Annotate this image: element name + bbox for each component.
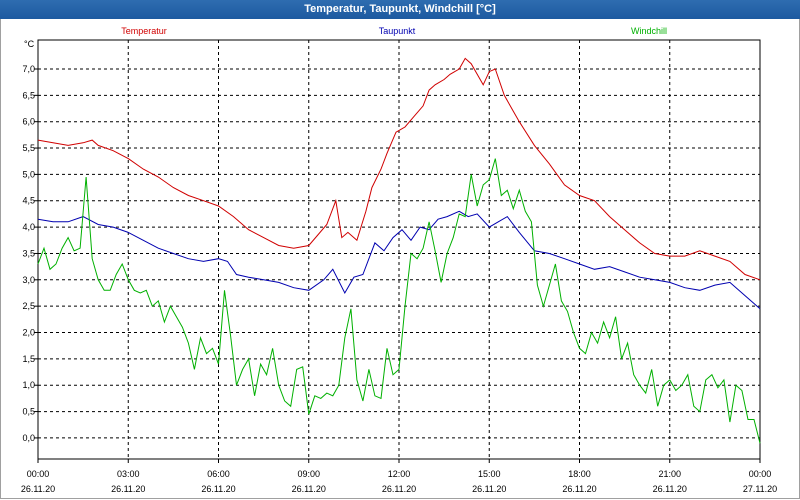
y-tick-label: 1,0 bbox=[22, 380, 35, 390]
y-tick-label: 0,0 bbox=[22, 433, 35, 443]
y-axis-unit-label: °C bbox=[24, 39, 35, 49]
x-tick-time: 18:00 bbox=[568, 469, 591, 479]
legend-windchill: Windchill bbox=[631, 26, 667, 36]
x-tick-time: 03:00 bbox=[117, 469, 140, 479]
legend-taupunkt: Taupunkt bbox=[379, 26, 416, 36]
x-tick-date: 26.11.20 bbox=[201, 484, 235, 494]
x-tick-time: 21:00 bbox=[658, 469, 681, 479]
x-tick-date: 26.11.20 bbox=[292, 484, 326, 494]
y-tick-label: 5,0 bbox=[22, 169, 35, 179]
x-tick-time: 00:00 bbox=[749, 469, 772, 479]
x-tick-date: 26.11.20 bbox=[653, 484, 687, 494]
x-tick-date: 26.11.20 bbox=[562, 484, 596, 494]
x-tick-date: 26.11.20 bbox=[21, 484, 55, 494]
x-axis: 00:00 26.11.20 03:00 26.11.20 06:00 26.11.20 0… bbox=[21, 459, 777, 494]
x-tick-time: 15:00 bbox=[478, 469, 501, 479]
y-tick-label: 6,0 bbox=[22, 117, 35, 127]
y-tick-label: 0,5 bbox=[22, 407, 35, 417]
y-tick-label: 2,0 bbox=[22, 328, 35, 338]
y-tick-label: 6,5 bbox=[22, 90, 35, 100]
series-line-temperatur bbox=[37, 57, 761, 281]
y-tick-label: 7,0 bbox=[22, 64, 35, 74]
y-tick-label: 2,5 bbox=[22, 301, 35, 311]
y-tick-label: 4,5 bbox=[22, 196, 35, 206]
legend: Temperatur Taupunkt Windchill bbox=[121, 26, 667, 36]
x-tick-date: 27.11.20 bbox=[743, 484, 777, 494]
x-tick-time: 12:00 bbox=[388, 469, 411, 479]
y-tick-label: 4,0 bbox=[22, 222, 35, 232]
y-tick-label: 3,5 bbox=[22, 248, 35, 258]
series-line-windchill bbox=[37, 158, 761, 444]
x-tick-date: 26.11.20 bbox=[111, 484, 145, 494]
series-lines bbox=[37, 57, 761, 444]
x-tick-date: 26.11.20 bbox=[382, 484, 416, 494]
series-line-taupunkt bbox=[37, 210, 761, 310]
x-tick-time: 00:00 bbox=[27, 469, 50, 479]
y-tick-label: 3,0 bbox=[22, 275, 35, 285]
y-axis: 7,0 6,5 6,0 5,5 5,0 4,5 4,0 3,5 3,0 2,5 2,0 1,5 1,0 0… bbox=[22, 64, 38, 443]
legend-temperatur: Temperatur bbox=[121, 26, 167, 36]
x-tick-time: 09:00 bbox=[297, 469, 320, 479]
chart-title: Temperatur, Taupunkt, Windchill [°C] bbox=[0, 0, 800, 19]
y-tick-label: 1,5 bbox=[22, 354, 35, 364]
x-tick-time: 06:00 bbox=[207, 469, 230, 479]
grid-lines bbox=[38, 40, 760, 459]
y-tick-label: 5,5 bbox=[22, 143, 35, 153]
x-tick-date: 26.11.20 bbox=[472, 484, 506, 494]
